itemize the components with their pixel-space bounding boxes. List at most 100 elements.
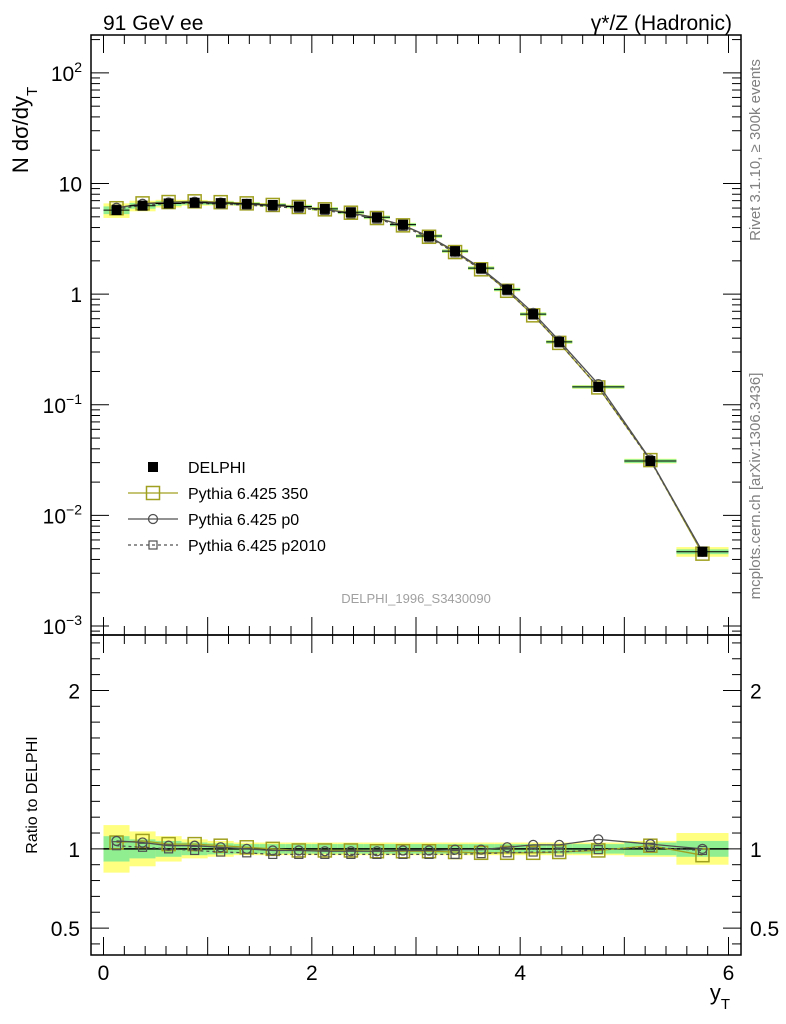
y-tick-label: 102 (51, 59, 82, 86)
header-right: γ*/Z (Hadronic) (591, 12, 732, 35)
legend-label-1: Pythia 6.425 350 (188, 486, 308, 503)
ratio-marker-series-2 (645, 842, 655, 852)
ratio-marker-series-2 (450, 849, 460, 860)
data-point (554, 336, 565, 347)
mcplots-label: mcplots.cern.ch [arXiv:1306.3436] (747, 373, 764, 600)
ratio-marker-series-2 (294, 849, 304, 860)
data-point (163, 198, 174, 209)
x-tick-label: 6 (723, 962, 735, 985)
data-point (319, 203, 330, 214)
data-point (502, 284, 513, 295)
main-marker-series-0 (473, 262, 489, 277)
main-x-ticks (103, 35, 729, 635)
ratio-y-tick-label-right: 1 (750, 839, 762, 862)
ratio-marker-series-2 (346, 849, 356, 860)
x-tick-label: 2 (306, 962, 318, 985)
ratio-marker-series-2 (372, 849, 382, 860)
ratio-line-series-1 (116, 838, 703, 852)
ratio-marker-series-0 (343, 843, 359, 858)
legend-marker-0 (148, 462, 158, 472)
data-point (137, 200, 148, 211)
ratio-marker-series-1 (501, 842, 513, 853)
rivet-version-label: Rivet 3.1.10, ≥ 300k events (747, 59, 764, 241)
main-y-axis: 10−3 10−2 10−1 1 10 102 (43, 39, 741, 639)
main-marker-series-0 (395, 218, 411, 233)
main-marker-series-0 (369, 210, 385, 226)
ratio-y-tick-label-right: 0.5 (750, 918, 779, 941)
main-marker-series-0 (643, 452, 658, 468)
data-point (267, 199, 278, 210)
data-point (450, 246, 461, 257)
data-point (528, 309, 539, 320)
ratio-marker-series-0 (473, 845, 489, 861)
x-axis-label: yT (710, 980, 730, 1013)
y-tick-label: 10−1 (43, 391, 83, 418)
ratio-marker-series-2 (190, 845, 200, 856)
data-point (241, 198, 252, 209)
ratio-marker-series-2 (697, 845, 708, 856)
ratio-marker-series-2 (502, 848, 512, 858)
legend-marker-3 (148, 540, 158, 550)
data-point (424, 231, 435, 242)
data-point (645, 456, 656, 467)
ratio-line-series-2 (116, 845, 703, 856)
ratio-marker-series-2 (216, 847, 226, 857)
data-point (697, 546, 708, 557)
legend-label-3: Pythia 6.425 p2010 (188, 538, 326, 555)
ratio-frame (90, 634, 742, 956)
x-tick-label: 4 (514, 962, 526, 985)
ratio-panel: 0.5 0.5 1 1 2 2 0 2 4 6 Ratio to DELPHI yT (24, 634, 779, 1013)
legend-marker-2 (147, 513, 159, 525)
main-marker-series-0 (421, 229, 437, 245)
header-left: 91 GeV ee (103, 12, 203, 35)
y-tick-label: 10−3 (43, 612, 83, 639)
main-marker-series-0 (447, 244, 463, 260)
ratio-marker-series-2 (242, 848, 252, 858)
ratio-marker-series-2 (554, 847, 564, 857)
data-point (189, 197, 200, 208)
legend: DELPHI Pythia 6.425 350 Pythia 6.425 p0 Pyt… (128, 460, 326, 555)
ratio-marker-series-2 (268, 849, 278, 860)
ratio-marker-series-2 (476, 849, 486, 859)
y-tick-label: 1 (70, 284, 82, 307)
ratio-marker-series-2 (424, 849, 434, 860)
ratio-marker-series-2 (528, 847, 538, 857)
data-point (397, 219, 408, 230)
ratio-y-axis-label: Ratio to DELPHI (24, 736, 41, 853)
data-point (215, 198, 226, 209)
x-tick-label: 0 (98, 962, 110, 985)
ratio-marker-series-1 (528, 839, 539, 851)
x-axis: 0 2 4 6 (98, 635, 735, 985)
ratio-y-tick-label-left: 1 (68, 839, 80, 862)
data-point (476, 263, 487, 274)
y-tick-label: 10 (59, 174, 82, 197)
main-error-bands (103, 199, 729, 557)
data-point (371, 212, 382, 223)
ratio-y-axis: 0.5 0.5 1 1 2 2 (51, 642, 779, 945)
ratio-marker-series-1 (554, 839, 565, 851)
ratio-y-tick-label-left: 2 (68, 680, 80, 703)
analysis-tag: DELPHI_1996_S3430090 (341, 591, 491, 606)
ratio-marker-series-2 (164, 844, 174, 854)
ratio-marker-series-1 (593, 834, 604, 845)
ratio-marker-series-2 (320, 849, 330, 860)
ratio-y-tick-label-right: 2 (750, 680, 762, 703)
ratio-y-tick-label-left: 0.5 (51, 918, 80, 941)
ratio-marker-series-1 (111, 835, 122, 847)
ratio-series-layer (109, 833, 710, 863)
ratio-marker-series-2 (111, 841, 122, 851)
main-data-points (103, 197, 729, 557)
y-tick-label: 10−2 (43, 501, 83, 528)
ratio-marker-series-2 (137, 842, 148, 852)
legend-marker-1 (145, 485, 161, 501)
y-axis-label: N dσ/dyT (8, 87, 41, 173)
legend-label-0: DELPHI (188, 460, 246, 477)
ratio-marker-series-0 (421, 843, 437, 859)
ratio-marker-series-2 (593, 845, 603, 855)
main-panel: 10−3 10−2 10−1 1 10 102 N dσ/dyT DELPHI_1996_… (8, 34, 742, 639)
ratio-marker-series-2 (398, 849, 408, 860)
data-point (111, 205, 122, 216)
main-series-layer (109, 194, 710, 561)
data-point (345, 207, 356, 218)
